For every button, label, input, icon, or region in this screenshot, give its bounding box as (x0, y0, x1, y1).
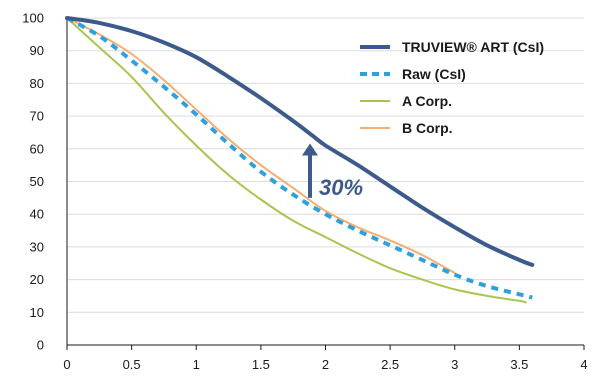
legend: TRUVIEW® ART (CsI) Raw (CsI) A Corp. B Corp… (360, 39, 544, 136)
y-tick-label: 90 (30, 43, 44, 58)
annotation: 30% (301, 143, 363, 200)
y-tick-label: 20 (30, 272, 44, 287)
series-line-1 (66, 16, 533, 300)
x-tick-label: 2 (322, 357, 329, 372)
x-tick-label: 4 (580, 357, 587, 372)
x-tick-label: 3.5 (510, 357, 528, 372)
annotation-arrow-head (301, 143, 318, 156)
series-lines (65, 16, 535, 304)
legend-label-1: Raw (CsI) (402, 66, 466, 82)
series-line-3 (66, 17, 456, 275)
y-tick-label: 50 (30, 174, 44, 189)
grid-lines (67, 17, 584, 313)
legend-label-2: A Corp. (402, 93, 452, 109)
legend-label-0: TRUVIEW® ART (CsI) (402, 39, 544, 55)
x-axis-ticks: 0 0.5 1 1.5 2 2.5 3 3.5 4 (63, 345, 588, 372)
y-tick-label: 60 (30, 141, 44, 156)
y-tick-label: 100 (22, 11, 44, 26)
x-tick-label: 1 (193, 357, 200, 372)
series-line-0 (65, 16, 535, 267)
y-tick-label: 0 (37, 338, 44, 353)
series-line-2 (66, 17, 527, 304)
legend-label-3: B Corp. (402, 120, 453, 136)
y-tick-label: 30 (30, 239, 44, 254)
x-tick-label: 1.5 (252, 357, 270, 372)
x-tick-label: 3 (451, 357, 458, 372)
y-tick-label: 10 (30, 305, 44, 320)
x-tick-label: 0.5 (123, 357, 141, 372)
y-axis-ticks: 0 10 20 30 40 50 60 70 80 90 100 (22, 11, 44, 353)
y-tick-label: 70 (30, 109, 44, 124)
y-tick-label: 40 (30, 207, 44, 222)
x-tick-label: 0 (63, 357, 70, 372)
x-tick-label: 2.5 (381, 357, 399, 372)
annotation-label: 30% (319, 175, 363, 200)
y-tick-label: 80 (30, 76, 44, 91)
